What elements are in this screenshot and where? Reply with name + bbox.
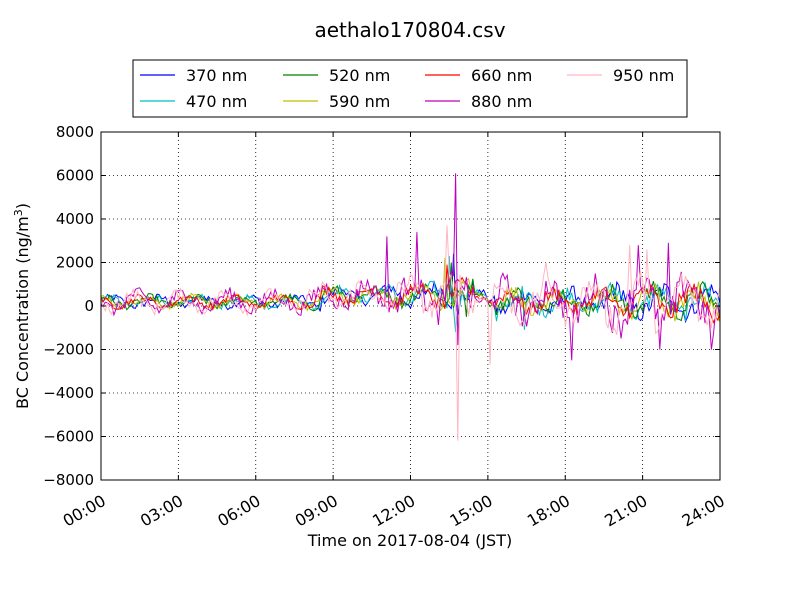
legend-label: 880 nm: [471, 92, 532, 111]
y-tick-label: −6000: [43, 428, 94, 446]
x-axis-label: Time on 2017-08-04 (JST): [307, 531, 512, 550]
series-line-590-nm: [101, 258, 720, 323]
y-tick-label: −2000: [43, 341, 94, 359]
legend-item: 470 nm: [140, 92, 247, 111]
x-tick-label: 00:00: [60, 491, 109, 531]
legend-label: 520 nm: [329, 66, 390, 85]
series-layer: [101, 173, 720, 441]
x-tick-label: 21:00: [601, 491, 650, 531]
legend-label: 950 nm: [613, 66, 674, 85]
y-tick-label: 8000: [56, 123, 94, 141]
legend-item: 520 nm: [283, 66, 390, 85]
y-tick-label: −4000: [43, 384, 94, 402]
series-line-660-nm: [101, 264, 720, 324]
legend-label: 370 nm: [186, 66, 247, 85]
y-tick-label: 4000: [56, 210, 94, 228]
legend-box: [132, 59, 688, 118]
legend-item: 370 nm: [140, 66, 247, 85]
y-tick-label: 6000: [56, 167, 94, 185]
chart-title: aethalo170804.csv: [314, 18, 505, 42]
x-tick-label: 12:00: [369, 491, 418, 531]
x-tick-label: 03:00: [137, 491, 186, 531]
x-tick-label: 15:00: [446, 491, 495, 531]
x-tick-label: 09:00: [292, 491, 341, 531]
y-tick-label: −8000: [43, 471, 94, 489]
legend-label: 660 nm: [471, 66, 532, 85]
series-line-880-nm: [101, 173, 720, 361]
legend-label: 470 nm: [186, 92, 247, 111]
x-tick-label: 18:00: [524, 491, 573, 531]
series-line-950-nm: [101, 225, 720, 441]
series-line-370-nm: [101, 253, 720, 324]
y-axis: 8000 6000 4000 2000 0 −2000 −4000 −6000 −8000: [43, 123, 720, 489]
legend: 370 nm 470 nm 520 nm 590 nm 660 nm 880 nm 950 …: [132, 59, 688, 118]
legend-item: 950 nm: [567, 66, 674, 85]
legend-item: 880 nm: [425, 92, 532, 111]
x-tick-label: 06:00: [214, 491, 263, 531]
legend-item: 590 nm: [283, 92, 390, 111]
y-axis-label: BC Concentration (ng/m3): [12, 203, 32, 409]
x-tick-label: 24:00: [679, 491, 728, 531]
y-tick-label: 0: [84, 297, 94, 315]
legend-label: 590 nm: [329, 92, 390, 111]
x-axis: 00:00 03:00 06:00 09:00 12:00 15:00 18:00 21:00…: [60, 132, 728, 531]
legend-item: 660 nm: [425, 66, 532, 85]
y-tick-label: 2000: [56, 254, 94, 272]
